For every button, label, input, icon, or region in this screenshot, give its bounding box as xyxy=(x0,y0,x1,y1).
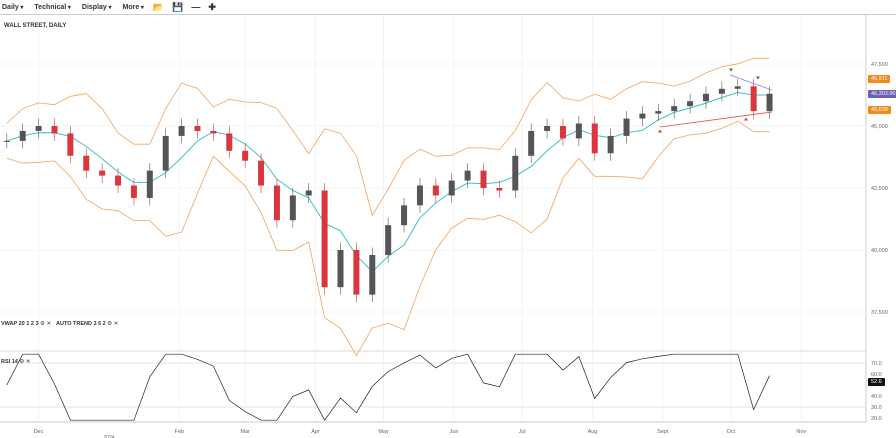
candle-body xyxy=(544,126,551,131)
candle-body xyxy=(464,170,471,181)
candle-body xyxy=(130,185,137,198)
candle-body xyxy=(242,150,249,161)
candle-body xyxy=(83,155,90,171)
candle-body xyxy=(369,254,376,295)
candle-body xyxy=(67,133,74,156)
candle-body xyxy=(607,135,614,154)
x-tick-label: Jun xyxy=(450,429,459,435)
candle-body xyxy=(273,185,280,221)
candle-body xyxy=(337,250,344,288)
candle-body xyxy=(655,111,662,114)
candle-body xyxy=(480,170,487,188)
candle-body xyxy=(401,205,408,226)
y-tick-label: 37,500 xyxy=(871,310,888,316)
rsi-tick-label: 60.0 xyxy=(871,372,882,378)
trend-marker-icon xyxy=(729,68,733,72)
candle-body xyxy=(321,190,328,288)
toolbar: Daily Technical Display More 📂 💾 — ✚ xyxy=(0,0,896,15)
zoom-in-icon[interactable]: ✚ xyxy=(208,1,216,12)
rsi-tick-label: 40.0 xyxy=(871,394,882,400)
x-tick-label: Sept xyxy=(657,429,669,435)
candle-body xyxy=(734,86,741,89)
price-tag: 45,630 xyxy=(868,106,891,115)
display-menu[interactable]: Display xyxy=(82,4,112,11)
candle-body xyxy=(512,155,519,191)
rsi-tick-label: 70.0 xyxy=(871,361,882,367)
folder-open-icon[interactable]: 📂 xyxy=(152,1,165,12)
candle-body xyxy=(385,225,392,255)
candle-body xyxy=(115,175,122,186)
candle-body xyxy=(559,126,566,139)
candle-body xyxy=(178,126,185,136)
y-tick-label: 40,000 xyxy=(871,248,888,254)
candle-body xyxy=(162,135,169,171)
vwap-indicator-label[interactable]: VWAP 20 1 2 3 ⚙ ✕ xyxy=(1,321,52,327)
x-tick-label: Nov xyxy=(796,429,806,435)
candle-body xyxy=(496,188,503,191)
year-label: 2024 xyxy=(103,435,114,438)
candle-body xyxy=(687,101,694,107)
candle-body xyxy=(528,130,535,156)
trend-marker-icon xyxy=(658,129,662,133)
auto-trend-indicator-label[interactable]: AUTO TREND 3 5 2 ⚙ ✕ xyxy=(56,321,119,327)
candle-body xyxy=(51,126,58,134)
candle-body xyxy=(19,130,26,141)
trend-marker-icon xyxy=(744,117,748,121)
x-tick-label: Dec xyxy=(34,429,44,435)
candle-body xyxy=(575,123,582,139)
candle-body xyxy=(591,123,598,154)
save-icon[interactable]: 💾 xyxy=(172,1,184,12)
x-tick-label: Apr xyxy=(311,429,320,435)
more-menu[interactable]: More xyxy=(122,4,143,11)
chart-title: WALL STREET, DAILY xyxy=(4,23,67,29)
candle-body xyxy=(353,250,360,295)
candle-body xyxy=(639,113,646,119)
zoom-out-icon[interactable]: — xyxy=(191,2,201,12)
candle-body xyxy=(623,118,630,136)
y-tick-label: 42,500 xyxy=(871,186,888,192)
x-tick-label: Oct xyxy=(727,429,736,435)
candle-body xyxy=(3,140,10,142)
x-tick-label: Jul xyxy=(519,429,526,435)
bollinger-lower-band xyxy=(6,120,770,357)
bollinger-upper-band xyxy=(6,57,770,217)
candle-body xyxy=(305,190,312,196)
rsi-tick-label: 20.0 xyxy=(871,416,882,422)
candle-body xyxy=(35,126,42,131)
rsi-indicator-label[interactable]: RSI 14 ⚙ ✕ xyxy=(1,359,31,365)
rsi-value-tag: 52.6 xyxy=(868,378,885,387)
technical-menu[interactable]: Technical xyxy=(34,4,70,11)
price-tag: 46,303.00 xyxy=(868,89,896,98)
rsi-line xyxy=(6,353,770,421)
y-tick-label: 47,500 xyxy=(871,62,888,68)
x-tick-label: Mar xyxy=(240,429,250,435)
y-tick-label: 45,000 xyxy=(871,124,888,130)
candle-body xyxy=(258,160,265,186)
timeframe-menu[interactable]: Daily xyxy=(2,4,23,11)
trend-line-lower xyxy=(659,111,773,128)
price-tag: 46,911 xyxy=(868,74,891,83)
candle-body xyxy=(226,133,233,151)
candle-body xyxy=(416,185,423,206)
candle-body xyxy=(671,106,678,112)
candle-body xyxy=(289,195,296,221)
candle-body xyxy=(750,86,757,112)
candle-body xyxy=(99,170,106,176)
candle-body xyxy=(194,126,201,131)
candle-body xyxy=(766,93,773,112)
trend-marker-icon xyxy=(756,76,760,80)
candle-body xyxy=(210,130,217,134)
trend-line-upper xyxy=(729,74,773,91)
candle-body xyxy=(718,88,725,94)
rsi-tick-label: 30.0 xyxy=(871,405,882,411)
candle-body xyxy=(146,170,153,198)
candle-body xyxy=(448,180,455,196)
x-tick-label: Feb xyxy=(175,429,184,435)
candle-body xyxy=(702,93,709,102)
x-tick-label: Aug xyxy=(588,429,598,435)
x-tick-label: May xyxy=(378,429,389,435)
candle-body xyxy=(432,185,439,196)
